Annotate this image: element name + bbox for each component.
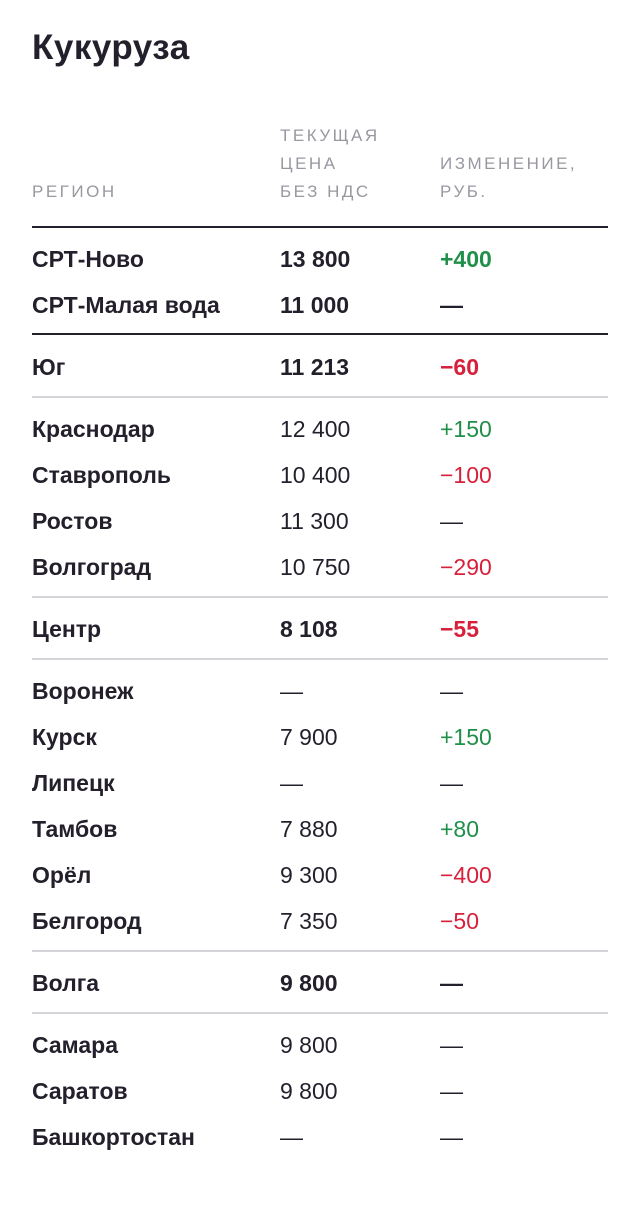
region-cell: Курск (32, 724, 97, 750)
table-row: Курск 7 900 +150 (32, 714, 608, 760)
group-divider (32, 333, 608, 335)
region-cell: Орёл (32, 862, 92, 888)
change-cell: — (440, 292, 463, 318)
change-cell: −100 (440, 462, 492, 488)
region-cell: Белгород (32, 908, 142, 934)
region-cell: Волгоград (32, 554, 152, 580)
table-row: СРТ-Ново 13 800 +400 (32, 236, 608, 282)
region-cell: Воронеж (32, 678, 134, 704)
change-cell: — (440, 1124, 463, 1150)
group-divider (32, 396, 608, 398)
column-header-change: ИЗМЕНЕНИЕ, РУБ. (440, 154, 578, 201)
change-cell: +400 (440, 246, 492, 272)
table-row: Центр 8 108 −55 (32, 606, 608, 652)
region-cell: Центр (32, 616, 102, 642)
change-cell: — (440, 1078, 463, 1104)
price-cell: 11 000 (280, 292, 350, 318)
price-cell: 10 750 (280, 554, 351, 580)
group-divider (32, 658, 608, 660)
table-row: Орёл 9 300 −400 (32, 852, 608, 898)
table-row: Тамбов 7 880 +80 (32, 806, 608, 852)
price-cell: — (280, 770, 303, 796)
table-row: Ставрополь 10 400 −100 (32, 452, 608, 498)
table-row: Башкортостан — — (32, 1114, 608, 1160)
change-cell: — (440, 508, 463, 534)
region-cell: Ставрополь (32, 462, 172, 488)
region-cell: Краснодар (32, 416, 155, 442)
change-cell: −55 (440, 616, 480, 642)
price-cell: 11 213 (280, 354, 350, 380)
change-cell: +80 (440, 816, 480, 842)
table-row: Краснодар 12 400 +150 (32, 406, 608, 452)
table-row: Липецк — — (32, 760, 608, 806)
table-row: Юг 11 213 −60 (32, 344, 608, 390)
change-cell: +150 (440, 416, 492, 442)
change-cell: — (440, 1032, 463, 1058)
price-cell: 8 108 (280, 616, 338, 642)
price-cell: 11 300 (280, 508, 349, 534)
table-row: Ростов 11 300 — (32, 498, 608, 544)
region-cell: Саратов (32, 1078, 128, 1104)
group-divider (32, 950, 608, 952)
price-cell: — (280, 1124, 303, 1150)
price-cell: 7 880 (280, 816, 338, 842)
table-row: Волга 9 800 — (32, 960, 608, 1006)
price-cell: 7 900 (280, 724, 338, 750)
change-cell: −60 (440, 354, 480, 380)
region-cell: Тамбов (32, 816, 118, 842)
table-row: СРТ-Малая вода 11 000 — (32, 282, 608, 328)
change-cell: +150 (440, 724, 492, 750)
column-header-price: ТЕКУЩАЯ ЦЕНА БЕЗ НДС (280, 126, 380, 201)
region-cell: Самара (32, 1032, 119, 1058)
change-cell: −290 (440, 554, 492, 580)
region-cell: Ростов (32, 508, 113, 534)
change-cell: — (440, 678, 463, 704)
price-cell: 7 350 (280, 908, 338, 934)
price-cell: 12 400 (280, 416, 351, 442)
table-row: Волгоград 10 750 −290 (32, 544, 608, 590)
price-cell: 9 800 (280, 970, 338, 996)
table-header: РЕГИОН ТЕКУЩАЯ ЦЕНА БЕЗ НДС ИЗМЕНЕНИЕ, Р… (32, 120, 608, 228)
region-cell: Юг (32, 354, 66, 380)
region-cell: Башкортостан (32, 1124, 195, 1150)
price-cell: 9 800 (280, 1078, 338, 1104)
table-row: Белгород 7 350 −50 (32, 898, 608, 944)
price-cell: 13 800 (280, 246, 351, 272)
region-cell: Липецк (32, 770, 115, 796)
page-title: Кукуруза (32, 28, 190, 67)
price-cell: 10 400 (280, 462, 351, 488)
change-cell: — (440, 770, 463, 796)
region-cell: Волга (32, 970, 100, 996)
price-cell: 9 300 (280, 862, 338, 888)
price-cell: 9 800 (280, 1032, 338, 1058)
table-row: Самара 9 800 — (32, 1022, 608, 1068)
region-cell: СРТ-Малая вода (32, 292, 220, 318)
table-row: Саратов 9 800 — (32, 1068, 608, 1114)
change-cell: — (440, 970, 463, 996)
change-cell: −400 (440, 862, 492, 888)
table-row: Воронеж — — (32, 668, 608, 714)
price-cell: — (280, 678, 303, 704)
group-divider (32, 1012, 608, 1014)
group-divider (32, 596, 608, 598)
column-header-region: РЕГИОН (32, 182, 117, 201)
region-cell: СРТ-Ново (32, 246, 144, 272)
change-cell: −50 (440, 908, 480, 934)
